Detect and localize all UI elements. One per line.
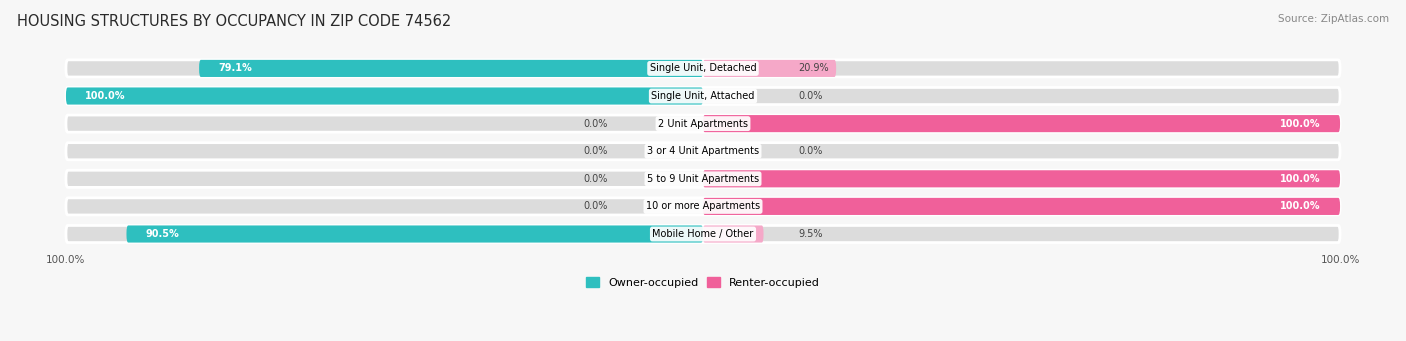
Text: Single Unit, Attached: Single Unit, Attached <box>651 91 755 101</box>
FancyBboxPatch shape <box>66 170 1340 187</box>
Text: 0.0%: 0.0% <box>799 146 823 156</box>
FancyBboxPatch shape <box>66 198 1340 215</box>
Text: 2 Unit Apartments: 2 Unit Apartments <box>658 119 748 129</box>
Text: HOUSING STRUCTURES BY OCCUPANCY IN ZIP CODE 74562: HOUSING STRUCTURES BY OCCUPANCY IN ZIP C… <box>17 14 451 29</box>
Text: Source: ZipAtlas.com: Source: ZipAtlas.com <box>1278 14 1389 24</box>
FancyBboxPatch shape <box>66 143 1340 160</box>
Text: 10 or more Apartments: 10 or more Apartments <box>645 202 761 211</box>
Text: 0.0%: 0.0% <box>583 202 607 211</box>
FancyBboxPatch shape <box>703 115 1340 132</box>
FancyBboxPatch shape <box>127 225 703 242</box>
FancyBboxPatch shape <box>703 225 763 242</box>
Text: 0.0%: 0.0% <box>583 119 607 129</box>
Text: 0.0%: 0.0% <box>583 174 607 184</box>
Text: 90.5%: 90.5% <box>146 229 180 239</box>
Text: 9.5%: 9.5% <box>799 229 823 239</box>
Text: Mobile Home / Other: Mobile Home / Other <box>652 229 754 239</box>
FancyBboxPatch shape <box>703 60 837 77</box>
Text: Single Unit, Detached: Single Unit, Detached <box>650 63 756 73</box>
FancyBboxPatch shape <box>66 87 1340 105</box>
FancyBboxPatch shape <box>66 87 703 105</box>
Text: 79.1%: 79.1% <box>218 63 252 73</box>
FancyBboxPatch shape <box>703 170 1340 187</box>
Text: 20.9%: 20.9% <box>799 63 830 73</box>
FancyBboxPatch shape <box>66 60 1340 77</box>
Legend: Owner-occupied, Renter-occupied: Owner-occupied, Renter-occupied <box>581 273 825 293</box>
FancyBboxPatch shape <box>66 115 1340 132</box>
Text: 0.0%: 0.0% <box>583 146 607 156</box>
Text: 5 to 9 Unit Apartments: 5 to 9 Unit Apartments <box>647 174 759 184</box>
Text: 100.0%: 100.0% <box>46 255 86 265</box>
FancyBboxPatch shape <box>200 60 703 77</box>
Text: 100.0%: 100.0% <box>1320 255 1360 265</box>
Text: 100.0%: 100.0% <box>1281 174 1320 184</box>
FancyBboxPatch shape <box>703 198 1340 215</box>
Text: 100.0%: 100.0% <box>1281 202 1320 211</box>
Text: 100.0%: 100.0% <box>86 91 125 101</box>
FancyBboxPatch shape <box>66 225 1340 242</box>
Text: 0.0%: 0.0% <box>799 91 823 101</box>
Text: 3 or 4 Unit Apartments: 3 or 4 Unit Apartments <box>647 146 759 156</box>
Text: 100.0%: 100.0% <box>1281 119 1320 129</box>
